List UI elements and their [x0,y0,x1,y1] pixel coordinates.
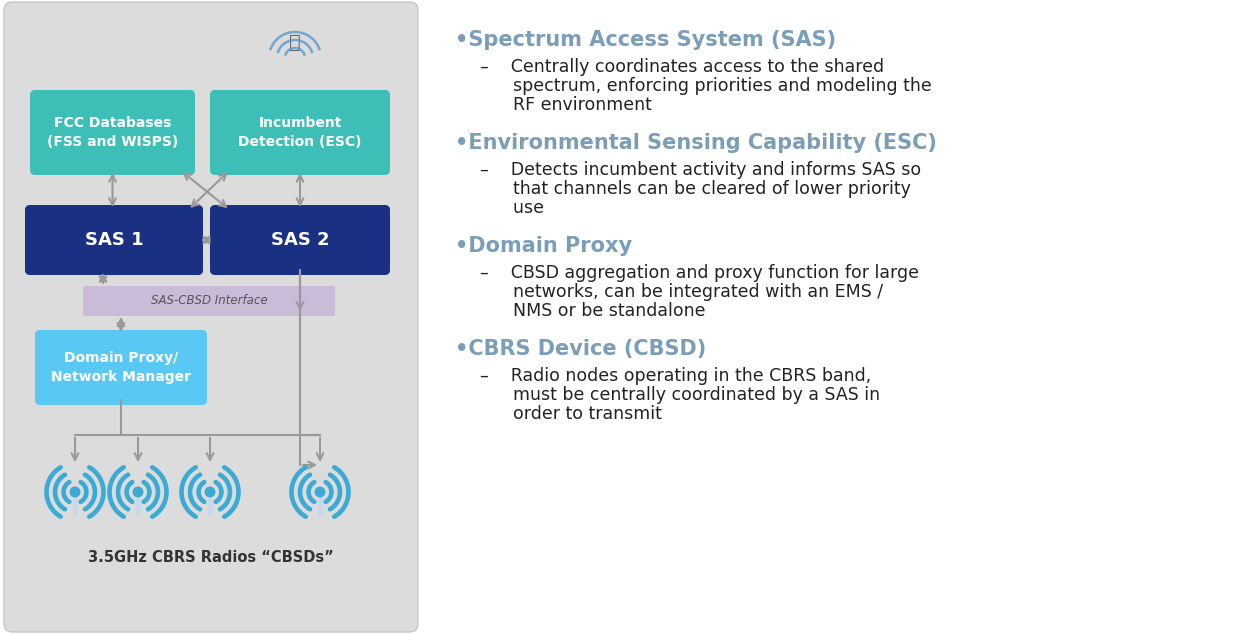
Text: –    Radio nodes operating in the CBRS band,: – Radio nodes operating in the CBRS band… [479,367,871,385]
Text: –    Centrally coordinates access to the shared: – Centrally coordinates access to the sh… [479,58,884,76]
FancyBboxPatch shape [4,2,418,632]
FancyBboxPatch shape [210,90,390,175]
Circle shape [133,488,143,497]
Text: 3.5GHz CBRS Radios “CBSDs”: 3.5GHz CBRS Radios “CBSDs” [88,550,334,566]
Text: order to transmit: order to transmit [479,405,661,423]
Text: 🚢: 🚢 [289,32,301,51]
Text: RF environment: RF environment [479,96,651,114]
Text: networks, can be integrated with an EMS /: networks, can be integrated with an EMS … [479,283,884,301]
Text: –    Detects incumbent activity and informs SAS so: – Detects incumbent activity and informs… [479,161,921,179]
Text: SAS 2: SAS 2 [271,231,329,249]
Text: SAS-CBSD Interface: SAS-CBSD Interface [151,295,267,307]
Text: use: use [479,199,543,217]
Text: Incumbent
Detection (ESC): Incumbent Detection (ESC) [238,116,361,149]
Text: FCC Databases
(FSS and WISPS): FCC Databases (FSS and WISPS) [46,116,178,149]
FancyBboxPatch shape [30,90,195,175]
Text: •Domain Proxy: •Domain Proxy [456,236,633,256]
Circle shape [315,488,325,497]
Text: spectrum, enforcing priorities and modeling the: spectrum, enforcing priorities and model… [479,77,931,95]
FancyBboxPatch shape [35,330,207,405]
Text: that channels can be cleared of lower priority: that channels can be cleared of lower pr… [479,180,911,198]
Text: SAS 1: SAS 1 [84,231,143,249]
Circle shape [70,488,80,497]
FancyBboxPatch shape [25,205,203,275]
Text: NMS or be standalone: NMS or be standalone [479,302,705,320]
FancyBboxPatch shape [83,286,335,316]
FancyBboxPatch shape [210,205,390,275]
Text: •Spectrum Access System (SAS): •Spectrum Access System (SAS) [456,30,836,50]
Text: must be centrally coordinated by a SAS in: must be centrally coordinated by a SAS i… [479,386,880,404]
Text: •Environmental Sensing Capability (ESC): •Environmental Sensing Capability (ESC) [456,133,937,153]
Text: –    CBSD aggregation and proxy function for large: – CBSD aggregation and proxy function fo… [479,264,919,282]
Text: Domain Proxy/
Network Manager: Domain Proxy/ Network Manager [51,351,191,384]
Circle shape [206,488,215,497]
Text: •CBRS Device (CBSD): •CBRS Device (CBSD) [456,339,707,359]
